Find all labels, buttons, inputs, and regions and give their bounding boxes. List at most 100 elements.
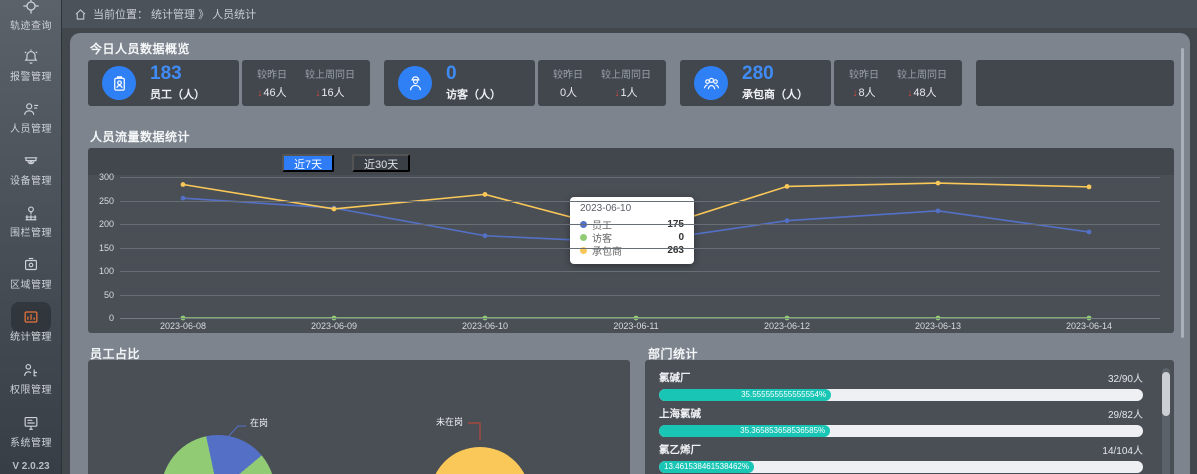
card-employee: 183 员工（人） 较昨日 ↓46人 较上周同日 ↓16人 <box>88 60 370 106</box>
track-query-icon <box>11 0 51 21</box>
alarm-icon <box>11 42 51 72</box>
y-axis-tick: 50 <box>103 289 114 300</box>
y-axis-tick: 200 <box>98 219 114 229</box>
gridline <box>120 247 1160 249</box>
gridline <box>120 200 1160 202</box>
series-dot-visitor <box>580 234 587 241</box>
system-icon <box>11 408 51 438</box>
pie-callout-line <box>226 425 246 439</box>
sidebar-item-track-query[interactable]: 轨迹查询 <box>0 0 62 37</box>
down-arrow-icon: ↓ <box>315 88 321 99</box>
gridline <box>120 294 1160 296</box>
series-dot-contractor <box>580 247 587 254</box>
sidebar-item-fence[interactable]: 围栏管理 <box>0 198 62 244</box>
card-visitor: 0 访客（人） 较昨日 0人 较上周同日 ↓1人 <box>384 60 666 106</box>
employee-ratio-title: 员工占比 <box>90 347 141 361</box>
home-icon[interactable] <box>74 8 87 21</box>
down-arrow-icon: ↓ <box>257 88 263 99</box>
sidebar-item-device[interactable]: 设备管理 <box>0 146 62 192</box>
down-arrow-icon: ↓ <box>907 88 913 99</box>
sidebar-item-alarm[interactable]: 报警管理 <box>0 42 62 88</box>
sidebar-item-permission[interactable]: 权限管理 <box>0 355 62 401</box>
overview-cards: 183 员工（人） 较昨日 ↓46人 较上周同日 ↓16人 <box>88 60 1174 106</box>
progress-track: 13.461538461538462% <box>659 461 1143 473</box>
x-axis-tick: 2023-06-09 <box>310 321 358 331</box>
sidebar-item-system[interactable]: 系统管理 <box>0 408 62 454</box>
contractor-label: 承包商（人） <box>742 89 808 101</box>
sidebar-item-personnel[interactable]: 人员管理 <box>0 94 62 140</box>
department-stats-title: 部门统计 <box>648 347 699 361</box>
app-version: V 2.0.23 <box>12 461 50 472</box>
y-axis-tick: 0 <box>108 313 114 323</box>
stat-vs-yesterday: 较昨日 ↓8人 <box>849 70 879 99</box>
x-axis-tick: 2023-06-08 <box>159 321 207 331</box>
progress-fill: 35.365853658536585% <box>659 425 831 437</box>
contractor-count: 280 <box>742 63 774 84</box>
department-stats-panel: 氯碱厂 32/90人 35.555555555555554% 上海氯碱 29/8… <box>645 360 1174 474</box>
y-axis-tick: 100 <box>98 266 114 276</box>
pie-chart-right[interactable] <box>430 447 530 474</box>
visitor-label: 访客（人） <box>446 89 501 101</box>
progress-fill: 35.555555555555554% <box>659 389 832 401</box>
tab-last-30-days[interactable]: 近30天 <box>352 154 411 172</box>
stat-vs-last-week: 较上周同日 ↓16人 <box>305 70 355 99</box>
department-scrollbar-track[interactable] <box>1162 368 1170 474</box>
stat-vs-last-week: 较上周同日 ↓1人 <box>601 70 651 99</box>
card-contractor: 280 承包商（人） 较昨日 ↓8人 较上周同日 ↓48人 <box>680 60 962 106</box>
breadcrumb: 当前位置： 统计管理 》 人员统计 <box>93 9 257 21</box>
device-icon <box>11 146 51 176</box>
x-axis-tick: 2023-06-11 <box>613 321 659 331</box>
stat-vs-yesterday: 较昨日 0人 <box>553 70 583 99</box>
employee-label: 员工（人） <box>150 89 205 101</box>
personnel-icon <box>11 94 51 124</box>
flow-chart-panel[interactable]: 近7天 近30天 2023-06-10 员工 175 访客 0 承包商 <box>88 148 1174 333</box>
employee-badge-icon <box>102 66 136 100</box>
permission-icon <box>11 355 51 385</box>
y-axis-tick: 250 <box>98 195 114 206</box>
y-axis-tick: 300 <box>98 172 114 182</box>
gridline <box>120 177 1160 178</box>
visitor-count: 0 <box>446 63 457 84</box>
x-axis-tick: 2023-06-10 <box>461 321 509 331</box>
pie-slice-label: 在岗 <box>250 418 269 428</box>
flow-chart-title: 人员流量数据统计 <box>90 130 191 144</box>
employee-count: 183 <box>150 63 182 84</box>
sidebar-item-statistics[interactable]: 统计管理 <box>0 302 62 348</box>
empty-card-slot <box>976 60 1174 106</box>
x-axis-tick: 2023-06-12 <box>763 321 811 331</box>
progress-fill: 13.461538461538462% <box>659 461 754 473</box>
visitor-icon <box>398 66 432 100</box>
department-row: 上海氯碱 29/82人 35.365853658536585% <box>659 408 1143 437</box>
contractors-icon <box>694 66 728 100</box>
department-row: 氯乙烯厂 14/104人 13.461538461538462% <box>659 444 1143 473</box>
tab-last-7-days[interactable]: 近7天 <box>282 154 335 172</box>
x-axis-tick: 2023-06-14 <box>1065 321 1113 331</box>
department-scrollbar-thumb[interactable] <box>1162 372 1170 416</box>
main-scrollbar-thumb[interactable] <box>1181 48 1184 338</box>
employee-ratio-panel: 在岗 未在岗 <box>88 360 630 474</box>
progress-track: 35.555555555555554% <box>659 389 1143 401</box>
department-row: 氯碱厂 32/90人 35.555555555555554% <box>659 372 1143 401</box>
y-axis-tick: 150 <box>98 242 114 253</box>
down-arrow-icon: ↓ <box>614 88 620 99</box>
statistics-icon <box>11 302 51 332</box>
stat-vs-yesterday: 较昨日 ↓46人 <box>257 70 287 99</box>
pie-callout-line <box>468 422 481 440</box>
pie-chart-left[interactable] <box>161 435 275 474</box>
tooltip-row-contractor: 承包商 263 <box>580 244 684 258</box>
gridline <box>120 271 1160 272</box>
chart-header <box>88 148 1174 175</box>
x-axis-tick: 2023-06-13 <box>914 321 962 331</box>
gridline <box>120 224 1160 225</box>
tooltip-row-visitor: 访客 0 <box>580 231 684 245</box>
progress-track: 35.365853658536585% <box>659 425 1143 437</box>
breadcrumb-bar: 当前位置： 统计管理 》 人员统计 <box>62 0 1197 28</box>
chart-tooltip: 2023-06-10 员工 175 访客 0 承包商 263 <box>570 197 694 264</box>
region-icon <box>11 250 51 280</box>
pie-slice-label: 未在岗 <box>436 417 464 427</box>
tooltip-date: 2023-06-10 <box>580 203 632 214</box>
down-arrow-icon: ↓ <box>852 88 858 99</box>
sidebar-item-region[interactable]: 区域管理 <box>0 250 62 296</box>
gridline <box>120 318 1160 319</box>
